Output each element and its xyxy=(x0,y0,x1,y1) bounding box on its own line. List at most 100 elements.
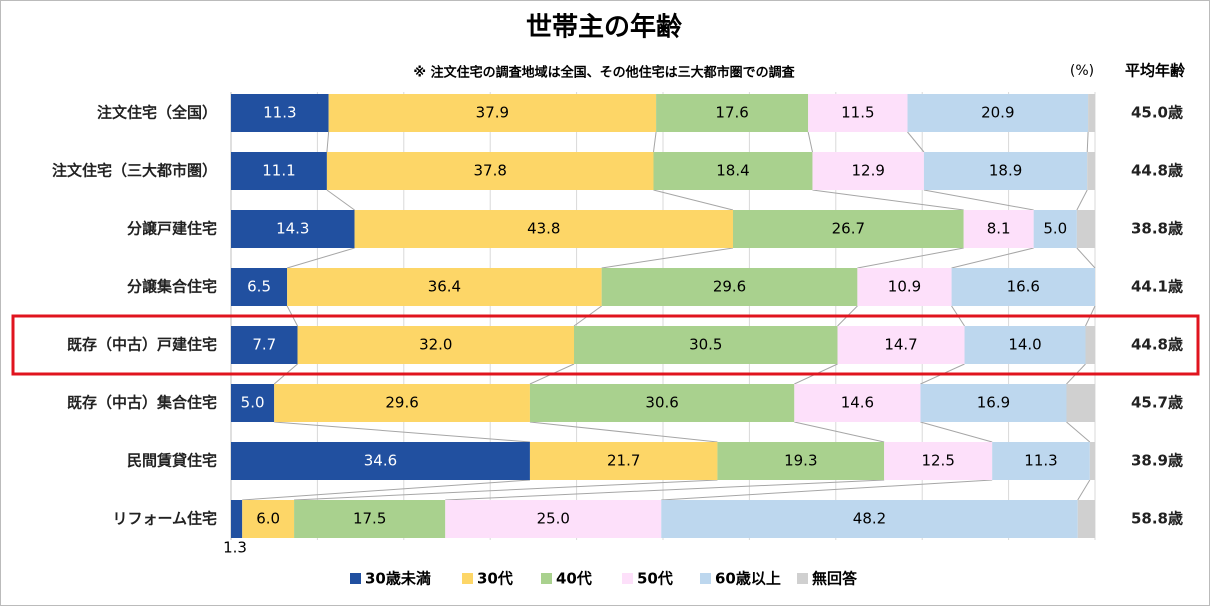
legend-label: 50代 xyxy=(637,570,673,588)
value-label: 32.0 xyxy=(419,336,452,354)
value-label: 8.1 xyxy=(987,220,1011,238)
value-label: 19.3 xyxy=(784,452,817,470)
value-label: 6.0 xyxy=(256,510,280,528)
bar-segment xyxy=(287,268,602,306)
bar-segment xyxy=(837,326,965,364)
bar-segment xyxy=(1076,210,1095,248)
value-label: 29.6 xyxy=(713,278,746,296)
value-label: 14.0 xyxy=(1008,336,1041,354)
legend-swatch xyxy=(797,573,808,584)
connector-line xyxy=(445,479,885,501)
value-label: 14.6 xyxy=(841,394,874,412)
connector-line xyxy=(529,421,718,443)
bar-segment xyxy=(231,326,298,364)
bar-segment xyxy=(231,442,530,480)
value-label: 34.6 xyxy=(364,452,397,470)
connector-line xyxy=(326,131,330,153)
bar-segment xyxy=(274,384,530,422)
bar-segment xyxy=(1087,152,1095,190)
connector-line xyxy=(812,189,964,211)
legend-swatch xyxy=(700,573,711,584)
value-label: 17.6 xyxy=(715,104,748,122)
bar-segment xyxy=(529,384,795,422)
connector-line xyxy=(951,247,1034,269)
average-age-label: 58.8歳 xyxy=(1131,510,1183,528)
connector-line xyxy=(907,131,925,153)
value-label: 5.0 xyxy=(241,394,265,412)
bar-segment xyxy=(574,326,838,364)
value-label: 25.0 xyxy=(537,510,570,528)
value-label: 6.5 xyxy=(247,278,271,296)
average-header: 平均年齢 xyxy=(1125,62,1186,80)
value-label: 29.6 xyxy=(385,394,418,412)
bar-segment xyxy=(884,442,993,480)
bar-segment xyxy=(328,94,657,132)
bar-segment xyxy=(231,152,327,190)
connector-line xyxy=(653,131,657,153)
value-label: 16.9 xyxy=(977,394,1010,412)
average-age-label: 44.1歳 xyxy=(1131,278,1183,296)
value-label: 21.7 xyxy=(607,452,640,470)
bar-segment xyxy=(661,500,1078,538)
bar-segment xyxy=(1066,384,1095,422)
connector-line xyxy=(1066,421,1091,443)
connector-line xyxy=(274,421,530,443)
bar-segment xyxy=(951,268,1095,306)
value-label: 18.9 xyxy=(989,162,1022,180)
chart-title: 世帯主の年齢 xyxy=(526,12,683,43)
connector-line xyxy=(794,421,885,443)
bar-segment xyxy=(354,210,733,248)
average-age-label: 44.8歳 xyxy=(1131,336,1183,354)
value-label: 11.1 xyxy=(262,162,295,180)
bar-segment xyxy=(923,152,1088,190)
value-label: 26.7 xyxy=(832,220,865,238)
connector-line xyxy=(287,247,355,269)
bar-segment xyxy=(601,268,858,306)
average-age-label: 45.7歳 xyxy=(1131,394,1183,412)
bar-segment xyxy=(231,500,243,538)
connector-line xyxy=(1086,131,1089,153)
value-label: 48.2 xyxy=(853,510,886,528)
connector-line xyxy=(807,131,813,153)
category-label: 分譲戸建住宅 xyxy=(127,220,217,238)
connector-line xyxy=(601,247,734,269)
bar-segment xyxy=(653,152,813,190)
category-label: リフォーム住宅 xyxy=(112,510,217,528)
value-label: 7.7 xyxy=(252,336,276,354)
legend-swatch xyxy=(462,573,473,584)
value-label: 43.8 xyxy=(527,220,560,238)
bar-segment xyxy=(732,210,964,248)
category-label: 注文住宅（全国） xyxy=(97,104,217,122)
category-label: 既存（中古）集合住宅 xyxy=(67,394,217,412)
value-label: 18.4 xyxy=(716,162,749,180)
bar-segment xyxy=(808,94,908,132)
bar-segment xyxy=(1088,94,1095,132)
bar-segment xyxy=(1077,500,1095,538)
unit-label: (%) xyxy=(1070,63,1094,79)
connector-line xyxy=(1077,479,1091,501)
category-label: 分譲集合住宅 xyxy=(127,278,217,296)
bar-segment xyxy=(992,442,1090,480)
bar-segment xyxy=(964,326,1086,364)
legend-label: 30代 xyxy=(477,570,513,588)
value-label: 17.5 xyxy=(353,510,386,528)
connector-line xyxy=(653,189,734,211)
legend-swatch xyxy=(541,573,552,584)
connector-line xyxy=(294,479,718,501)
value-label: 30.5 xyxy=(689,336,722,354)
average-age-label: 38.8歳 xyxy=(1131,220,1183,238)
legend-label: 無回答 xyxy=(812,570,858,588)
bar-segment xyxy=(857,268,952,306)
average-age-label: 44.8歳 xyxy=(1131,162,1183,180)
category-label: 注文住宅（三大都市圏） xyxy=(52,162,217,180)
legend-swatch xyxy=(350,573,361,584)
bar-segment xyxy=(963,210,1034,248)
bar-segment xyxy=(1033,210,1077,248)
legend-swatch xyxy=(622,573,633,584)
bar-segment xyxy=(297,326,575,364)
bar-segment xyxy=(231,268,288,306)
bar-segment xyxy=(794,384,921,422)
bar-segment xyxy=(231,210,355,248)
value-label: 37.9 xyxy=(476,104,509,122)
category-label: 既存（中古）戸建住宅 xyxy=(67,336,217,354)
